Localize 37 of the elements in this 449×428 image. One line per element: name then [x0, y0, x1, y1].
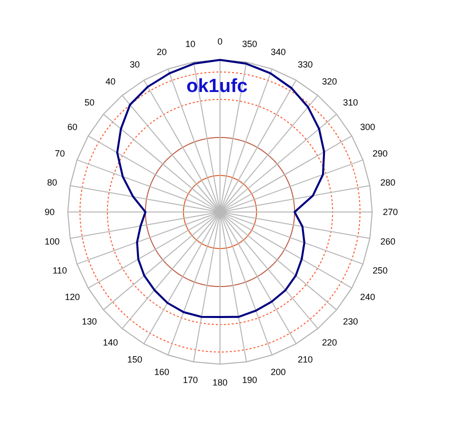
spoke-label: 240 [360, 292, 376, 302]
spoke-label: 230 [343, 316, 358, 327]
spoke-label: 320 [322, 76, 338, 86]
spoke-label: 140 [102, 338, 118, 348]
spoke-label: 10 [185, 39, 196, 50]
spoke-label: 60 [67, 122, 78, 132]
spoke-label: 40 [105, 76, 116, 86]
spoke-label: 0 [217, 36, 223, 47]
spoke-label: 270 [382, 207, 398, 217]
spoke-label: 300 [360, 122, 376, 132]
spoke-label: 130 [82, 316, 97, 327]
spoke-label: 150 [127, 354, 142, 365]
spoke-label: 70 [54, 148, 65, 159]
spoke-label: 260 [380, 236, 396, 247]
spoke-label: 190 [242, 374, 258, 385]
spoke-label: 90 [44, 207, 55, 217]
spoke-label: 200 [270, 367, 286, 378]
spoke-label: 280 [380, 177, 396, 188]
spoke-label: 330 [298, 59, 313, 70]
spoke-label: 30 [130, 59, 140, 70]
spoke-label: 160 [154, 367, 170, 378]
text: ok1ufc [186, 76, 248, 97]
spoke-label: 170 [182, 374, 198, 385]
spoke-label: 110 [52, 265, 68, 276]
spoke-label: 180 [212, 377, 228, 388]
spoke-label: 340 [270, 46, 286, 57]
spoke-label: 350 [242, 39, 258, 50]
spoke-label: 250 [372, 265, 388, 276]
spoke-label: 100 [44, 236, 60, 247]
spoke-label: 120 [64, 292, 80, 302]
spoke-label: 20 [156, 46, 167, 57]
spoke-label: 80 [47, 177, 58, 188]
spoke-label: 50 [84, 97, 94, 108]
spoke-label: 290 [372, 148, 388, 159]
spoke-label: 220 [322, 338, 338, 348]
spoke-label: 210 [298, 354, 313, 365]
spoke-label: 310 [343, 97, 358, 108]
